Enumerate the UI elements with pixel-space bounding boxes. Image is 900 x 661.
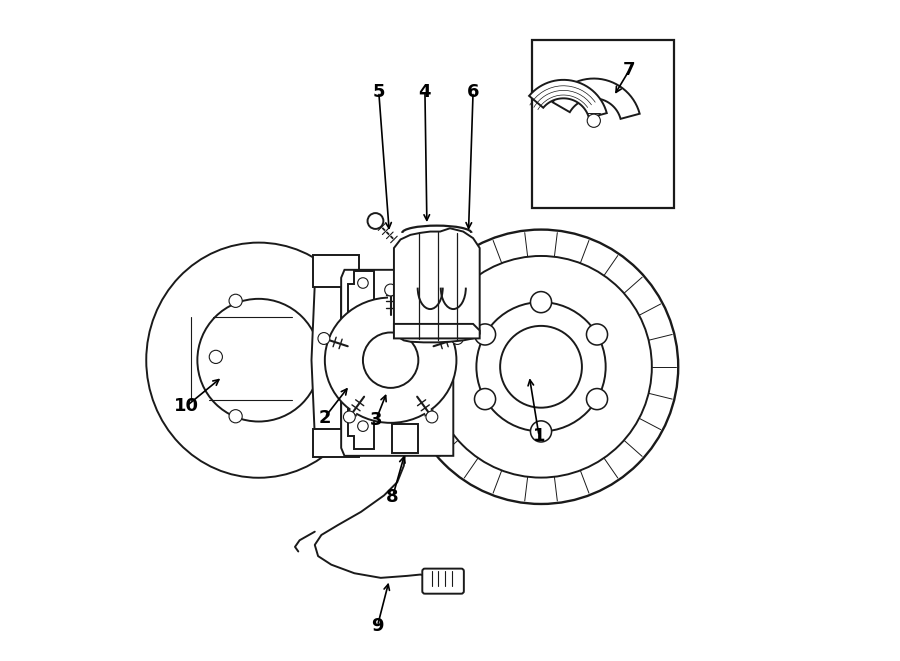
Circle shape <box>474 324 496 345</box>
Circle shape <box>209 350 222 364</box>
Polygon shape <box>311 284 341 436</box>
Text: 8: 8 <box>386 488 399 506</box>
FancyBboxPatch shape <box>392 424 418 453</box>
Text: 9: 9 <box>371 617 383 635</box>
Circle shape <box>229 294 242 307</box>
Circle shape <box>530 421 552 442</box>
Circle shape <box>318 332 329 344</box>
Circle shape <box>384 284 397 296</box>
Bar <box>533 40 674 208</box>
Circle shape <box>587 114 600 128</box>
Polygon shape <box>394 228 480 342</box>
Circle shape <box>363 332 419 388</box>
Circle shape <box>357 278 368 288</box>
Text: 7: 7 <box>623 61 635 79</box>
Text: 4: 4 <box>418 83 431 100</box>
FancyBboxPatch shape <box>313 430 359 457</box>
Text: 2: 2 <box>319 408 331 426</box>
Circle shape <box>367 213 383 229</box>
Circle shape <box>452 332 464 344</box>
Polygon shape <box>529 80 607 118</box>
Text: 1: 1 <box>533 427 545 445</box>
Ellipse shape <box>325 297 456 423</box>
Circle shape <box>530 292 552 313</box>
Ellipse shape <box>146 243 371 478</box>
Circle shape <box>430 256 652 478</box>
Circle shape <box>197 299 320 422</box>
FancyBboxPatch shape <box>313 254 359 287</box>
Polygon shape <box>394 324 480 338</box>
Text: 3: 3 <box>370 410 382 428</box>
Circle shape <box>474 389 496 410</box>
FancyBboxPatch shape <box>422 568 464 594</box>
Text: 5: 5 <box>373 83 385 100</box>
Circle shape <box>426 411 437 423</box>
Circle shape <box>476 302 606 432</box>
Polygon shape <box>347 271 374 449</box>
Circle shape <box>344 411 356 423</box>
Circle shape <box>404 229 679 504</box>
Circle shape <box>229 410 242 423</box>
Polygon shape <box>553 79 640 119</box>
Text: 6: 6 <box>467 83 480 100</box>
Circle shape <box>357 421 368 432</box>
Polygon shape <box>341 270 454 456</box>
Circle shape <box>587 324 608 345</box>
Circle shape <box>500 326 582 408</box>
Circle shape <box>587 389 608 410</box>
Text: 10: 10 <box>174 397 199 415</box>
